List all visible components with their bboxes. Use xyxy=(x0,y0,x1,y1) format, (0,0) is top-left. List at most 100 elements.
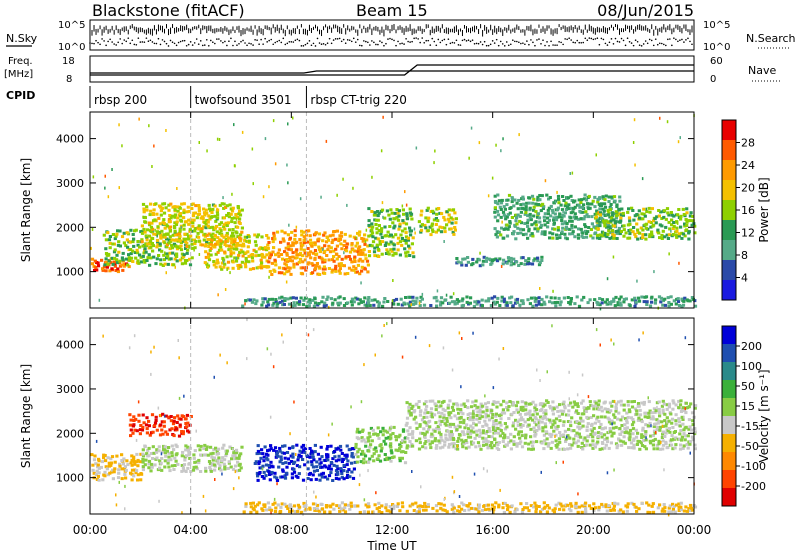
range-gate-cell xyxy=(200,227,204,231)
range-gate-cell xyxy=(299,510,304,514)
range-gate-cell xyxy=(360,265,364,269)
range-gate-cell xyxy=(458,510,462,513)
range-gate-cell xyxy=(438,225,442,229)
range-gate-cell xyxy=(241,304,245,308)
range-gate-cell xyxy=(136,458,140,462)
count-tick-left-bottom: 10^0 xyxy=(58,42,85,53)
range-gate-cell xyxy=(153,463,157,467)
range-gate-cell xyxy=(340,452,344,455)
scatter-cell xyxy=(292,116,294,120)
range-gate-cell xyxy=(481,424,485,428)
range-gate-cell xyxy=(135,429,139,433)
range-gate-cell xyxy=(530,232,534,236)
range-gate-cell xyxy=(132,458,136,462)
range-gate-cell xyxy=(406,302,410,306)
range-gate-cell xyxy=(356,504,360,508)
range-gate-cell xyxy=(137,413,141,417)
range-gate-cell xyxy=(341,458,345,461)
range-gate-cell xyxy=(453,425,457,429)
range-gate-cell xyxy=(657,411,661,414)
range-gate-cell xyxy=(331,502,335,506)
range-gate-cell xyxy=(423,223,427,227)
range-gate-cell xyxy=(619,295,623,299)
range-gate-cell xyxy=(419,228,424,232)
range-gate-cell xyxy=(562,420,566,424)
range-gate-cell xyxy=(354,442,358,446)
range-gate-cell xyxy=(519,430,523,434)
range-gate-cell xyxy=(141,244,145,248)
range-gate-cell xyxy=(283,476,288,480)
range-gate-cell xyxy=(648,210,652,214)
range-gate-cell xyxy=(557,215,561,219)
range-gate-cell xyxy=(576,236,581,240)
range-gate-cell xyxy=(446,406,450,410)
range-gate-cell xyxy=(254,302,258,306)
range-gate-cell xyxy=(579,419,583,423)
range-gate-cell xyxy=(210,238,214,242)
range-gate-cell xyxy=(620,430,624,434)
range-gate-cell xyxy=(616,400,621,404)
range-gate-cell xyxy=(111,262,115,266)
range-gate-cell xyxy=(434,223,438,226)
nsearch-mark xyxy=(665,44,667,47)
range-gate-cell xyxy=(671,399,675,403)
range-gate-cell xyxy=(685,207,689,211)
range-gate-cell xyxy=(678,437,682,441)
range-gate-cell xyxy=(124,244,128,248)
range-gate-cell xyxy=(422,402,427,406)
range-gate-cell xyxy=(333,455,337,459)
range-gate-cell xyxy=(361,300,365,304)
range-gate-cell xyxy=(485,406,489,409)
range-gate-cell xyxy=(674,403,678,407)
range-gate-cell xyxy=(337,446,341,450)
range-gate-cell xyxy=(389,436,393,440)
range-gate-cell xyxy=(562,409,566,413)
range-gate-cell xyxy=(184,220,188,224)
nsearch-mark xyxy=(648,38,651,41)
range-gate-cell xyxy=(661,443,665,447)
range-gate-cell xyxy=(566,296,570,299)
range-gate-cell xyxy=(111,468,115,472)
range-gate-cell xyxy=(393,224,397,228)
range-gate-cell xyxy=(380,446,384,450)
range-gate-cell xyxy=(187,234,191,238)
range-gate-cell xyxy=(183,261,188,265)
range-gate-cell xyxy=(597,431,601,435)
nsearch-mark xyxy=(270,38,273,41)
range-gate-cell xyxy=(203,221,207,225)
range-gate-cell xyxy=(141,452,145,456)
nsearch-mark xyxy=(290,41,293,43)
range-gate-cell xyxy=(530,262,535,266)
range-gate-cell xyxy=(469,424,473,428)
range-gate-cell xyxy=(667,405,671,409)
range-gate-cell xyxy=(105,265,109,269)
range-gate-cell xyxy=(113,256,117,260)
range-gate-cell xyxy=(612,413,616,417)
range-gate-cell xyxy=(272,448,276,452)
range-gate-cell xyxy=(626,400,630,404)
nsearch-mark xyxy=(471,39,474,41)
range-gate-cell xyxy=(549,204,553,208)
range-gate-cell xyxy=(579,227,583,231)
range-gate-cell xyxy=(401,450,405,454)
range-gate-cell xyxy=(299,257,303,261)
range-gate-cell xyxy=(367,254,372,258)
range-gate-cell xyxy=(385,209,389,213)
range-gate-cell xyxy=(577,304,582,308)
nsearch-mark xyxy=(169,39,172,42)
range-gate-cell xyxy=(190,207,194,210)
range-gate-cell xyxy=(255,510,259,514)
nsearch-mark xyxy=(562,43,564,46)
range-gate-cell xyxy=(665,407,669,411)
range-gate-cell xyxy=(482,431,486,435)
range-gate-cell xyxy=(650,300,654,304)
range-gate-cell xyxy=(494,414,498,418)
range-gate-cell xyxy=(491,413,495,416)
range-gate-cell xyxy=(187,430,191,434)
range-gate-cell xyxy=(267,470,271,474)
range-gate-cell xyxy=(521,233,526,237)
range-gate-cell xyxy=(616,417,620,421)
range-gate-cell xyxy=(212,238,216,241)
range-gate-cell xyxy=(641,236,645,240)
range-gate-cell xyxy=(141,457,145,461)
